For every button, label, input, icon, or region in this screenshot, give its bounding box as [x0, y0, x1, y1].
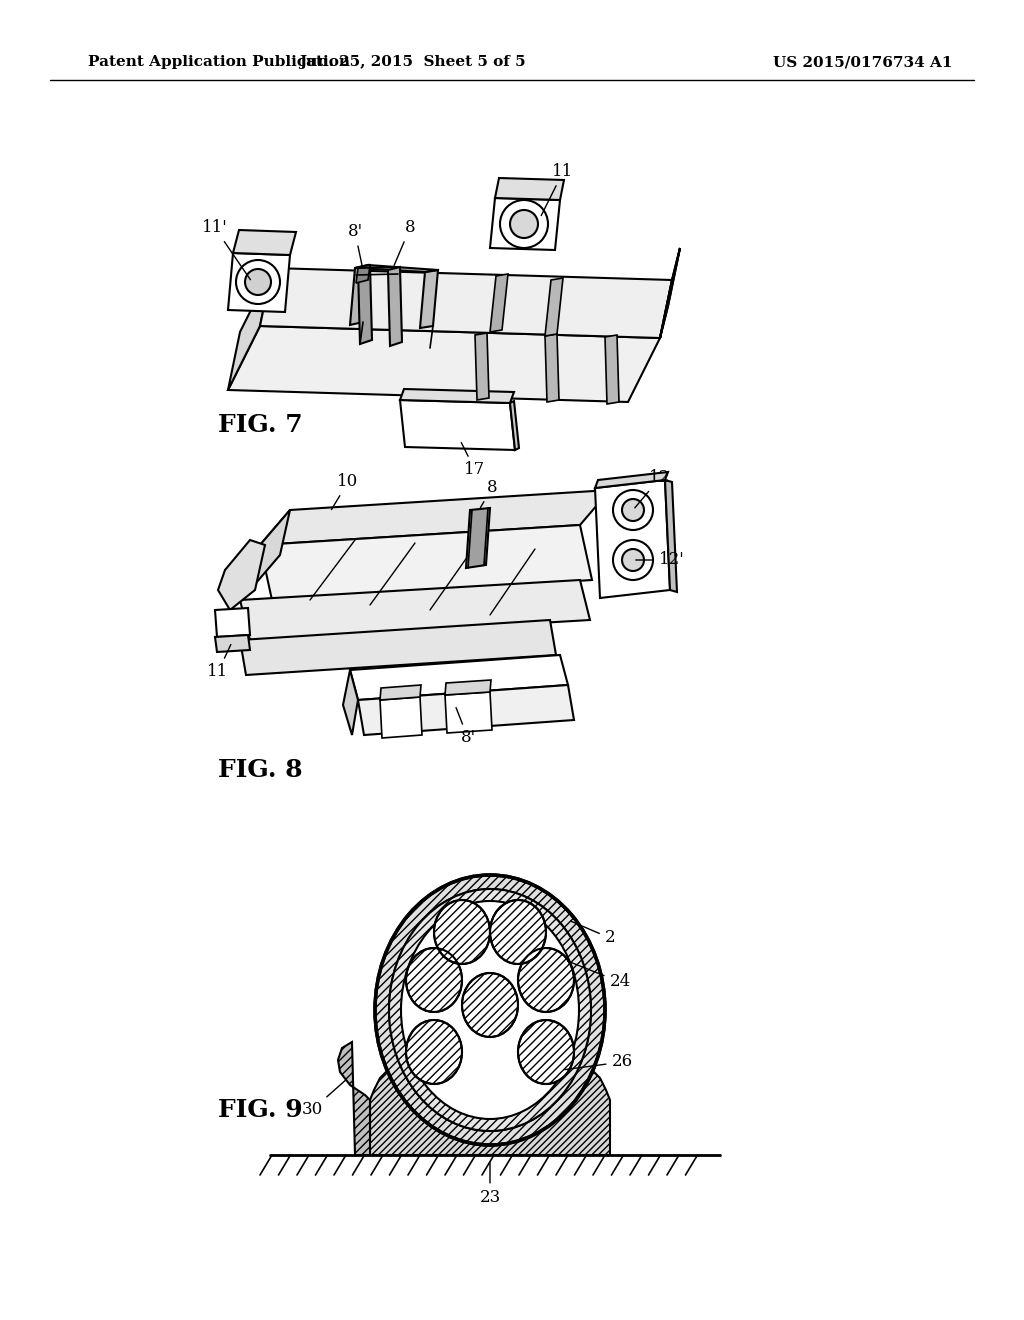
Polygon shape — [218, 540, 265, 610]
Polygon shape — [400, 389, 514, 403]
Polygon shape — [380, 685, 421, 700]
Circle shape — [500, 201, 548, 248]
Text: 12: 12 — [635, 470, 671, 508]
Text: Patent Application Publication: Patent Application Publication — [88, 55, 350, 69]
Ellipse shape — [406, 1020, 462, 1084]
Text: US 2015/0176734 A1: US 2015/0176734 A1 — [773, 55, 952, 69]
Polygon shape — [260, 268, 672, 338]
Ellipse shape — [401, 902, 579, 1119]
Circle shape — [236, 260, 280, 304]
Polygon shape — [240, 620, 556, 675]
Polygon shape — [495, 178, 564, 201]
Polygon shape — [605, 335, 618, 404]
Ellipse shape — [389, 888, 591, 1131]
Text: 17: 17 — [461, 442, 485, 479]
Text: FIG. 8: FIG. 8 — [218, 758, 303, 781]
Polygon shape — [595, 473, 668, 488]
Text: 24: 24 — [567, 961, 631, 990]
Polygon shape — [466, 508, 490, 568]
Ellipse shape — [375, 875, 605, 1144]
Polygon shape — [233, 230, 296, 255]
Polygon shape — [510, 401, 519, 450]
Polygon shape — [260, 490, 610, 545]
Circle shape — [510, 210, 538, 238]
Polygon shape — [370, 1056, 610, 1155]
Polygon shape — [350, 265, 368, 325]
Text: 8': 8' — [347, 223, 362, 267]
Circle shape — [622, 499, 644, 521]
Polygon shape — [490, 198, 560, 249]
Text: FIG. 9: FIG. 9 — [218, 1098, 303, 1122]
Polygon shape — [400, 400, 515, 450]
Text: 11: 11 — [542, 164, 573, 215]
Polygon shape — [595, 480, 670, 598]
Polygon shape — [358, 265, 372, 345]
Polygon shape — [228, 253, 290, 312]
Text: 2: 2 — [570, 921, 615, 946]
Polygon shape — [420, 271, 438, 327]
Ellipse shape — [434, 900, 490, 964]
Ellipse shape — [462, 973, 518, 1038]
Polygon shape — [350, 655, 568, 700]
Polygon shape — [250, 510, 290, 590]
Ellipse shape — [406, 948, 462, 1012]
Circle shape — [613, 490, 653, 531]
Polygon shape — [445, 680, 490, 696]
Polygon shape — [355, 265, 438, 272]
Polygon shape — [215, 635, 250, 652]
Text: 23: 23 — [479, 1163, 501, 1205]
Polygon shape — [388, 267, 402, 346]
Polygon shape — [228, 326, 660, 403]
Polygon shape — [338, 1041, 370, 1155]
Circle shape — [622, 549, 644, 572]
Polygon shape — [356, 265, 370, 282]
Polygon shape — [475, 333, 489, 400]
Text: 8: 8 — [480, 479, 498, 508]
Polygon shape — [215, 609, 250, 638]
Polygon shape — [445, 692, 492, 733]
Text: 11: 11 — [208, 644, 230, 681]
Ellipse shape — [518, 948, 574, 1012]
Polygon shape — [545, 279, 563, 337]
Text: 8': 8' — [456, 708, 475, 747]
Polygon shape — [358, 685, 574, 735]
Polygon shape — [660, 248, 680, 338]
Polygon shape — [660, 248, 680, 338]
Polygon shape — [380, 697, 422, 738]
Circle shape — [245, 269, 271, 294]
Text: FIG. 7: FIG. 7 — [218, 413, 303, 437]
Ellipse shape — [389, 888, 591, 1131]
Polygon shape — [260, 525, 592, 601]
Polygon shape — [228, 268, 272, 389]
Text: 11': 11' — [202, 219, 251, 280]
Text: 8: 8 — [394, 219, 416, 265]
Circle shape — [613, 540, 653, 579]
Polygon shape — [490, 275, 508, 333]
Polygon shape — [343, 671, 358, 735]
Text: 10: 10 — [332, 474, 358, 510]
Polygon shape — [240, 579, 590, 640]
Text: 12': 12' — [636, 552, 685, 569]
Ellipse shape — [490, 900, 546, 964]
Polygon shape — [665, 480, 677, 591]
Ellipse shape — [518, 1020, 574, 1084]
Text: Jun. 25, 2015  Sheet 5 of 5: Jun. 25, 2015 Sheet 5 of 5 — [299, 55, 525, 69]
Text: 26: 26 — [565, 1053, 633, 1071]
Text: 30: 30 — [301, 1080, 346, 1118]
Polygon shape — [545, 334, 559, 403]
